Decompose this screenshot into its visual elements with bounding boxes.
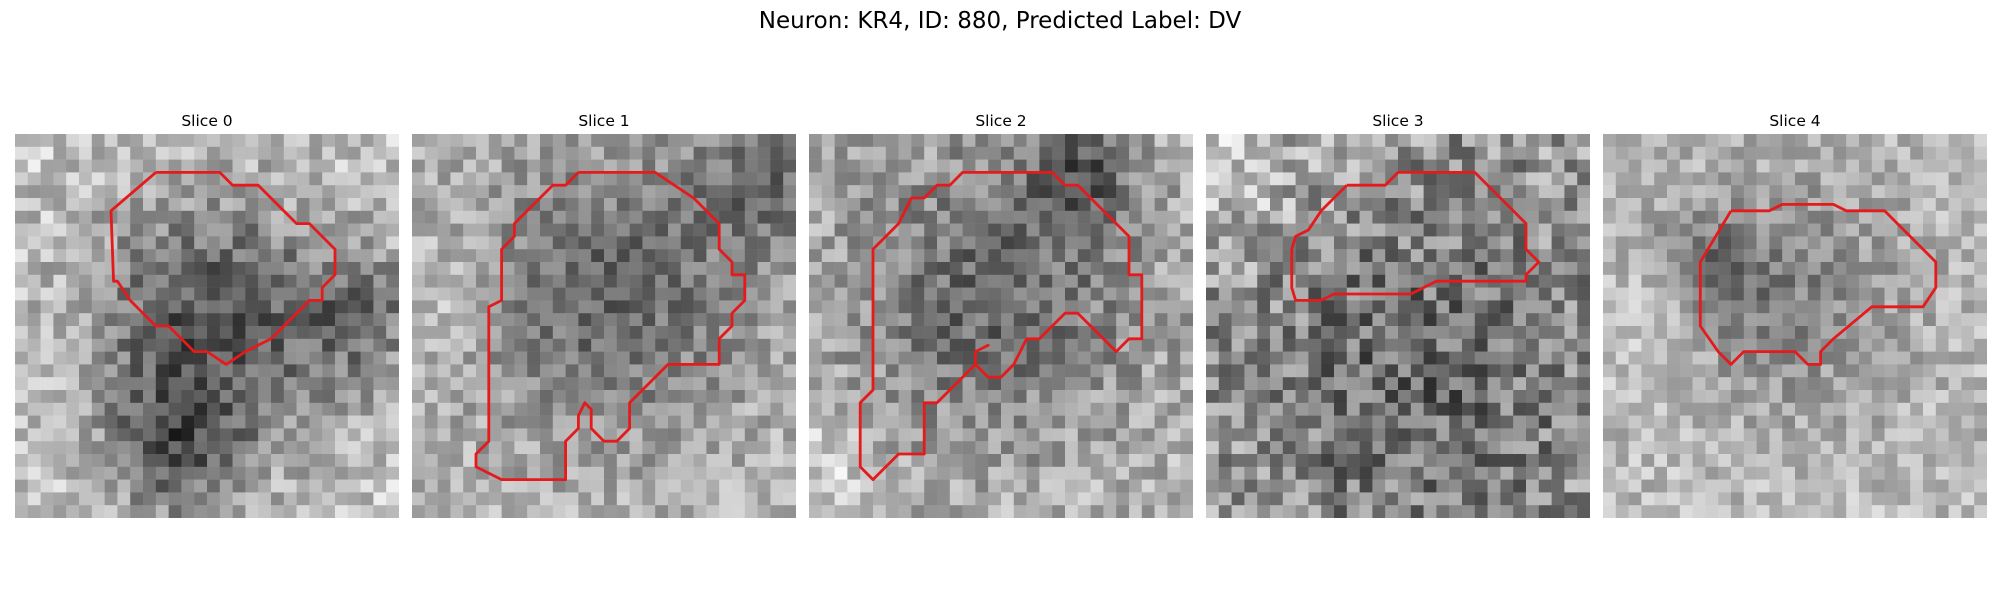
- slice-title: Slice 3: [1372, 112, 1424, 130]
- slice-panel-0: Slice 0: [15, 108, 399, 518]
- slice-image-1: [412, 134, 796, 518]
- slice-image-4: [1603, 134, 1987, 518]
- slice-title: Slice 0: [181, 112, 233, 130]
- segmentation-contour: [1290, 170, 1541, 302]
- slice-image-0: [15, 134, 399, 518]
- figure-title: Neuron: KR4, ID: 880, Predicted Label: D…: [758, 8, 1242, 34]
- slice-image-3: [1206, 134, 1590, 518]
- segmentation-contour: [858, 170, 1144, 482]
- slice-title: Slice 1: [578, 112, 630, 130]
- slice-image-2: [809, 134, 1193, 518]
- slice-title: Slice 2: [975, 112, 1027, 130]
- segmentation-contour: [109, 170, 337, 366]
- slice-title: Slice 4: [1769, 112, 1821, 130]
- segmentation-contour: [474, 170, 747, 482]
- segmentation-contour: [1698, 202, 1938, 366]
- slice-panel-1: Slice 1: [412, 108, 796, 518]
- slice-panel-4: Slice 4: [1603, 108, 1987, 518]
- slice-panel-3: Slice 3: [1206, 108, 1590, 518]
- slice-panel-2: Slice 2: [809, 108, 1193, 518]
